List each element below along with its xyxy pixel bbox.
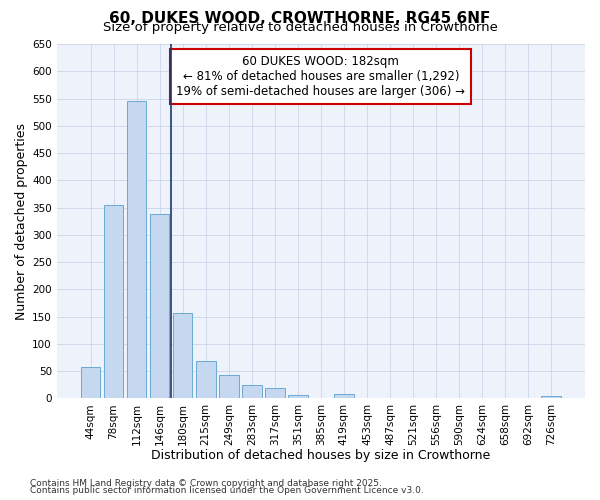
Text: Contains public sector information licensed under the Open Government Licence v3: Contains public sector information licen…	[30, 486, 424, 495]
Text: 60, DUKES WOOD, CROWTHORNE, RG45 6NF: 60, DUKES WOOD, CROWTHORNE, RG45 6NF	[109, 11, 491, 26]
Text: Contains HM Land Registry data © Crown copyright and database right 2025.: Contains HM Land Registry data © Crown c…	[30, 478, 382, 488]
Bar	[196, 362, 215, 399]
Bar	[288, 394, 308, 398]
Bar	[104, 205, 124, 398]
Bar	[150, 214, 169, 398]
Bar	[173, 313, 193, 398]
Bar	[127, 101, 146, 398]
X-axis label: Distribution of detached houses by size in Crowthorne: Distribution of detached houses by size …	[151, 450, 491, 462]
Bar	[334, 394, 354, 398]
Y-axis label: Number of detached properties: Number of detached properties	[15, 122, 28, 320]
Bar	[219, 376, 239, 398]
Text: 60 DUKES WOOD: 182sqm
← 81% of detached houses are smaller (1,292)
19% of semi-d: 60 DUKES WOOD: 182sqm ← 81% of detached …	[176, 54, 466, 98]
Text: Size of property relative to detached houses in Crowthorne: Size of property relative to detached ho…	[103, 22, 497, 35]
Bar	[265, 388, 284, 398]
Bar	[81, 366, 100, 398]
Bar	[242, 384, 262, 398]
Bar	[541, 396, 561, 398]
